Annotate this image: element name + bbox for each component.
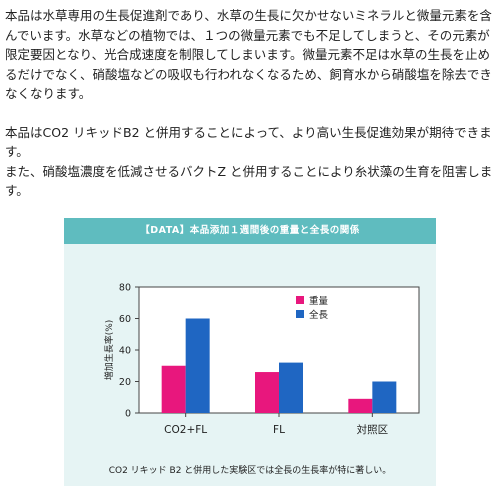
y-tick-label: 0 [125,409,131,420]
description-paragraph-3: また、硝酸塩濃度を低減させるバクトZ と併用することにより糸状藻の生育を阻害しま… [5,163,493,199]
legend-swatch-length [296,310,304,318]
chart-caption: CO2 リキッド B2 と併用した実験区では全長の生長率が特に著しい。 [108,466,392,476]
legend-label-weight: 重量 [309,295,329,307]
description-paragraph-1: 本品は水草専用の生長促進剤であり、水草の生長に欠かせないミネラルと微量元素を含ん… [5,8,492,101]
legend-label-length: 全長 [309,309,329,321]
bar-length-1 [279,362,303,413]
y-axis-label: 増加生長率(%) [103,320,115,381]
y-tick-label: 80 [119,283,131,294]
x-tick-label: FL [273,424,285,436]
bar-length-0 [185,318,210,413]
y-tick-label: 40 [119,346,131,357]
description-paragraph-2: 本品はCO2 リキッドB2 と併用することによって、より高い生長促進効果が期待で… [5,124,492,160]
chart-title: 【DATA】本品添加１週間後の重量と全長の関係 [64,218,436,244]
y-tick-label: 20 [119,377,131,388]
x-tick-label: CO2+FL [164,424,207,436]
x-tick-label: 対照区 [357,423,389,436]
bar-weight-0 [161,365,186,413]
legend-swatch-weight [296,296,304,304]
product-description: 本品は水草専用の生長促進剤であり、水草の生長に欠かせないミネラルと微量元素を含ん… [5,6,495,201]
data-panel: 【DATA】本品添加１週間後の重量と全長の関係 0 20 40 60 80 増加生長率(%… [64,218,436,486]
bar-length-2 [372,381,397,413]
bar-weight-1 [255,372,279,413]
y-tick-label: 60 [119,314,131,325]
bar-weight-2 [348,398,373,413]
